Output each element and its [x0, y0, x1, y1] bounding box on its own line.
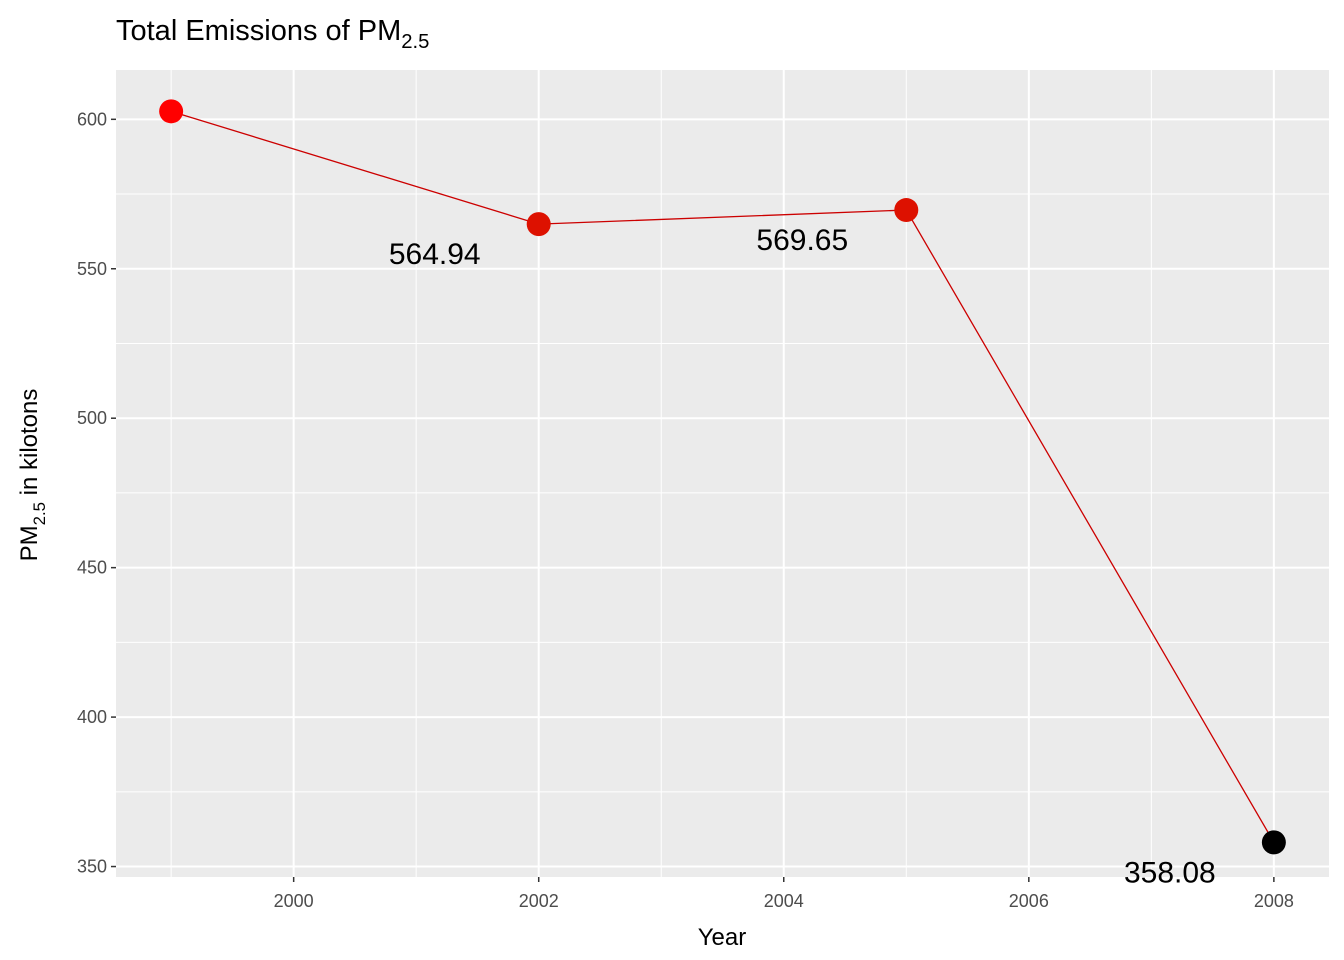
series-line	[170, 110, 1275, 843]
x-tick-label: 2000	[274, 891, 314, 911]
data-point	[1261, 830, 1286, 855]
y-tick-label: 500	[77, 408, 107, 428]
data-point	[526, 212, 551, 237]
data-points	[159, 99, 1286, 855]
x-tick-label: 2004	[764, 891, 804, 911]
data-label: 358.08	[1124, 856, 1216, 889]
y-axis-title: PM2.5 in kilotons	[16, 389, 49, 562]
y-tick-label: 400	[77, 707, 107, 727]
y-axis-ticks: 350 400 450 500 550 600	[77, 109, 116, 877]
chart-title: Total Emissions of PM2.5	[116, 15, 429, 53]
plot-panel	[116, 70, 1329, 877]
data-label: 569.65	[756, 224, 848, 257]
y-tick-label: 350	[77, 857, 107, 877]
x-tick-label: 2006	[1009, 891, 1049, 911]
data-label: 564.94	[389, 238, 481, 271]
y-tick-label: 550	[77, 259, 107, 279]
y-tick-label: 600	[77, 109, 107, 129]
x-tick-label: 2002	[519, 891, 559, 911]
data-point	[159, 99, 184, 124]
minor-gridlines	[116, 70, 1329, 877]
data-point	[894, 198, 919, 223]
x-axis-ticks: 2000 2002 2004 2006 2008	[274, 877, 1294, 911]
y-tick-label: 450	[77, 558, 107, 578]
major-gridlines	[116, 70, 1329, 877]
x-tick-label: 2008	[1254, 891, 1294, 911]
x-axis-title: Year	[698, 924, 747, 951]
data-labels: 564.94 569.65 358.08	[389, 224, 1216, 889]
